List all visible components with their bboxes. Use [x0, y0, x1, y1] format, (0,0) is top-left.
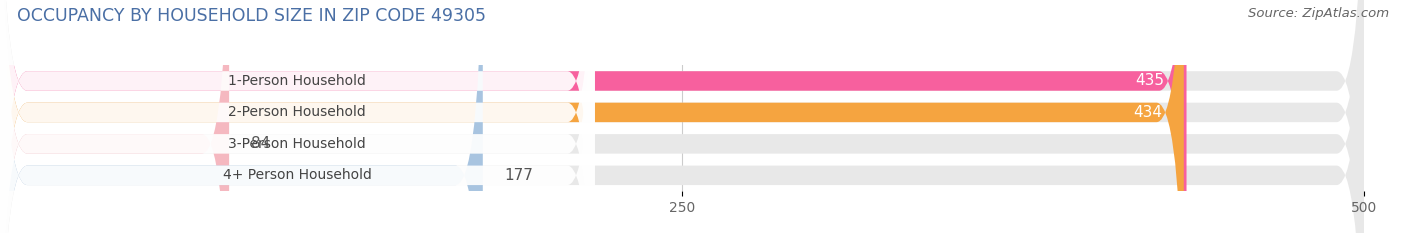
- FancyBboxPatch shape: [0, 0, 1364, 233]
- FancyBboxPatch shape: [0, 0, 595, 233]
- Text: 435: 435: [1136, 73, 1164, 89]
- FancyBboxPatch shape: [0, 0, 482, 233]
- Text: 1-Person Household: 1-Person Household: [228, 74, 366, 88]
- FancyBboxPatch shape: [0, 0, 229, 233]
- FancyBboxPatch shape: [0, 0, 1184, 233]
- FancyBboxPatch shape: [0, 0, 1364, 233]
- Text: 84: 84: [250, 136, 270, 151]
- FancyBboxPatch shape: [0, 0, 1187, 233]
- FancyBboxPatch shape: [0, 0, 595, 233]
- FancyBboxPatch shape: [0, 0, 1364, 233]
- Text: 177: 177: [505, 168, 533, 183]
- Text: OCCUPANCY BY HOUSEHOLD SIZE IN ZIP CODE 49305: OCCUPANCY BY HOUSEHOLD SIZE IN ZIP CODE …: [17, 7, 486, 25]
- Text: Source: ZipAtlas.com: Source: ZipAtlas.com: [1249, 7, 1389, 20]
- FancyBboxPatch shape: [0, 0, 595, 233]
- FancyBboxPatch shape: [0, 0, 595, 233]
- FancyBboxPatch shape: [0, 0, 1364, 233]
- Text: 3-Person Household: 3-Person Household: [228, 137, 366, 151]
- Text: 434: 434: [1133, 105, 1161, 120]
- Text: 2-Person Household: 2-Person Household: [228, 105, 366, 120]
- Text: 4+ Person Household: 4+ Person Household: [224, 168, 371, 182]
